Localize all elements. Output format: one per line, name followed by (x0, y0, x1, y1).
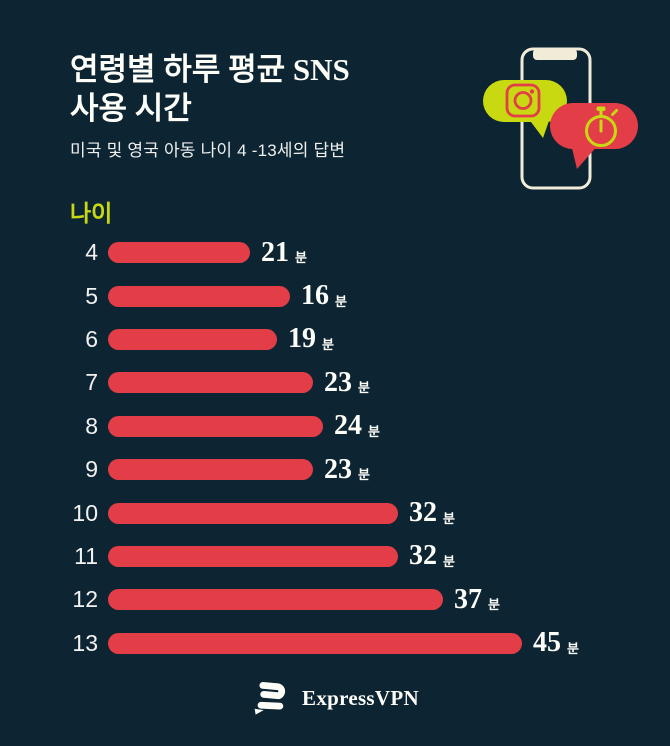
value-label: 19 (288, 323, 316, 355)
age-tick-label: 4 (85, 239, 98, 266)
bar (108, 328, 277, 350)
unit-label: 분 (567, 640, 579, 656)
chart-row: 9 23 분 (70, 448, 630, 491)
instagram-icon (505, 83, 541, 118)
timer-bubble (550, 103, 638, 169)
unit-label: 분 (443, 553, 455, 569)
age-tick-label: 10 (72, 499, 98, 526)
bar (108, 242, 250, 264)
chart-row: 12 37 분 (70, 578, 630, 621)
age-tick-label: 9 (85, 456, 98, 483)
age-tick-label: 12 (72, 586, 98, 613)
unit-label: 분 (335, 293, 347, 309)
chart-row: 5 16 분 (70, 274, 630, 317)
age-tick-label: 5 (85, 282, 98, 309)
unit-label: 분 (295, 250, 307, 266)
unit-label: 분 (488, 597, 500, 613)
unit-label: 분 (443, 510, 455, 526)
value-label: 32 (409, 540, 437, 572)
value-label: 45 (533, 627, 561, 659)
chart-row: 7 23 분 (70, 361, 630, 404)
phone-illustration (483, 47, 638, 190)
y-axis-label: 나이 (70, 200, 113, 226)
bar (108, 415, 323, 437)
bar (108, 285, 290, 307)
age-tick-label: 6 (85, 325, 98, 352)
title-line-1: 연령별 하루 평균 SNS (70, 52, 350, 87)
bar (108, 589, 443, 611)
chart-row: 4 21 분 (70, 231, 630, 274)
bar (108, 545, 398, 567)
unit-label: 분 (358, 467, 370, 483)
value-label: 37 (454, 583, 482, 615)
age-tick-label: 11 (74, 542, 98, 569)
expressvpn-logo-icon (254, 682, 286, 715)
value-label: 21 (261, 236, 289, 268)
age-tick-label: 7 (85, 369, 98, 396)
unit-label: 분 (358, 380, 370, 396)
chart-row: 11 32 분 (70, 535, 630, 578)
instagram-bubble (483, 80, 567, 138)
stopwatch-icon (585, 106, 618, 147)
value-label: 23 (324, 366, 352, 398)
value-label: 32 (409, 497, 437, 529)
value-label: 16 (301, 280, 329, 312)
bar (108, 372, 313, 394)
bar (108, 459, 313, 481)
bar (108, 632, 522, 654)
bar (108, 502, 398, 524)
page-title: 연령별 하루 평균 SNS 사용 시간 (70, 50, 350, 128)
title-line-2: 사용 시간 (70, 91, 192, 126)
chart-row: 6 19 분 (70, 318, 630, 361)
value-label: 24 (334, 410, 362, 442)
brand-footer: ExpressVPN (0, 680, 670, 716)
chart-row: 13 45 분 (70, 622, 630, 665)
subtitle: 미국 및 영국 아동 나이 4 -13세의 답변 (70, 141, 346, 160)
unit-label: 분 (368, 423, 380, 439)
unit-label: 분 (322, 336, 334, 352)
age-tick-label: 8 (85, 412, 98, 439)
brand-name: ExpressVPN (302, 685, 419, 710)
bar-chart: 4 21 분 5 16 분 6 19 분 7 23 분 8 24 분 9 (70, 231, 630, 665)
chart-row: 10 32 분 (70, 491, 630, 534)
value-label: 23 (324, 453, 352, 485)
chart-row: 8 24 분 (70, 405, 630, 448)
age-tick-label: 13 (72, 629, 98, 656)
